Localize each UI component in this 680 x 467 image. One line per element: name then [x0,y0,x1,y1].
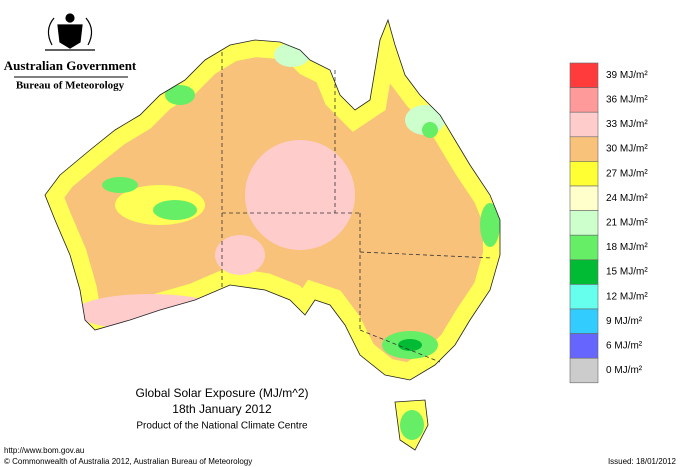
legend-swatch [569,234,599,261]
map-product: Product of the National Climate Centre [136,421,308,432]
legend-label: 33 MJ/m² [606,119,648,130]
map-title: Global Solar Exposure (MJ/m^2) [135,386,308,400]
legend-swatch [569,284,599,310]
legend-label: 27 MJ/m² [606,168,648,179]
agency-name: Australian Government [4,58,137,73]
map-date: 18th January 2012 [172,402,272,416]
legend-label: 24 MJ/m² [606,193,648,204]
legend-label: 15 MJ/m² [606,267,648,278]
legend-label: 6 MJ/m² [606,341,643,352]
legend-swatch [569,111,599,138]
legend-swatch [569,62,599,88]
legend-swatch [569,185,599,211]
legend-label: 9 MJ/m² [606,316,643,327]
legend-label: 0 MJ/m² [606,365,643,376]
legend-swatch [569,259,599,285]
legend-label: 36 MJ/m² [606,95,648,106]
legend-label: 39 MJ/m² [606,70,648,81]
state-borders [221,52,493,363]
legend-swatch [569,87,599,113]
footer-issued: Issued: 18/01/2012 [608,457,677,466]
legend-swatch [569,308,599,334]
legend-swatch [569,161,599,187]
footer-copyright: © Commonwealth of Australia 2012, Austra… [4,457,252,466]
legend: 39 MJ/m² 36 MJ/m² 33 MJ/m² 30 MJ/m² 27 MJ/m²… [569,62,648,384]
legend-swatch [569,210,599,236]
legend-label: 30 MJ/m² [606,144,648,155]
legend-swatch [569,136,599,162]
legend-label: 21 MJ/m² [606,218,648,229]
footer-url: http://www.bom.gov.au [4,446,84,455]
bureau-name: Bureau of Meteorology [16,80,125,92]
coat-of-arms [45,13,95,51]
legend-swatch [569,357,599,384]
legend-swatch [569,333,599,359]
legend-label: 18 MJ/m² [606,242,648,253]
legend-label: 12 MJ/m² [606,291,648,302]
